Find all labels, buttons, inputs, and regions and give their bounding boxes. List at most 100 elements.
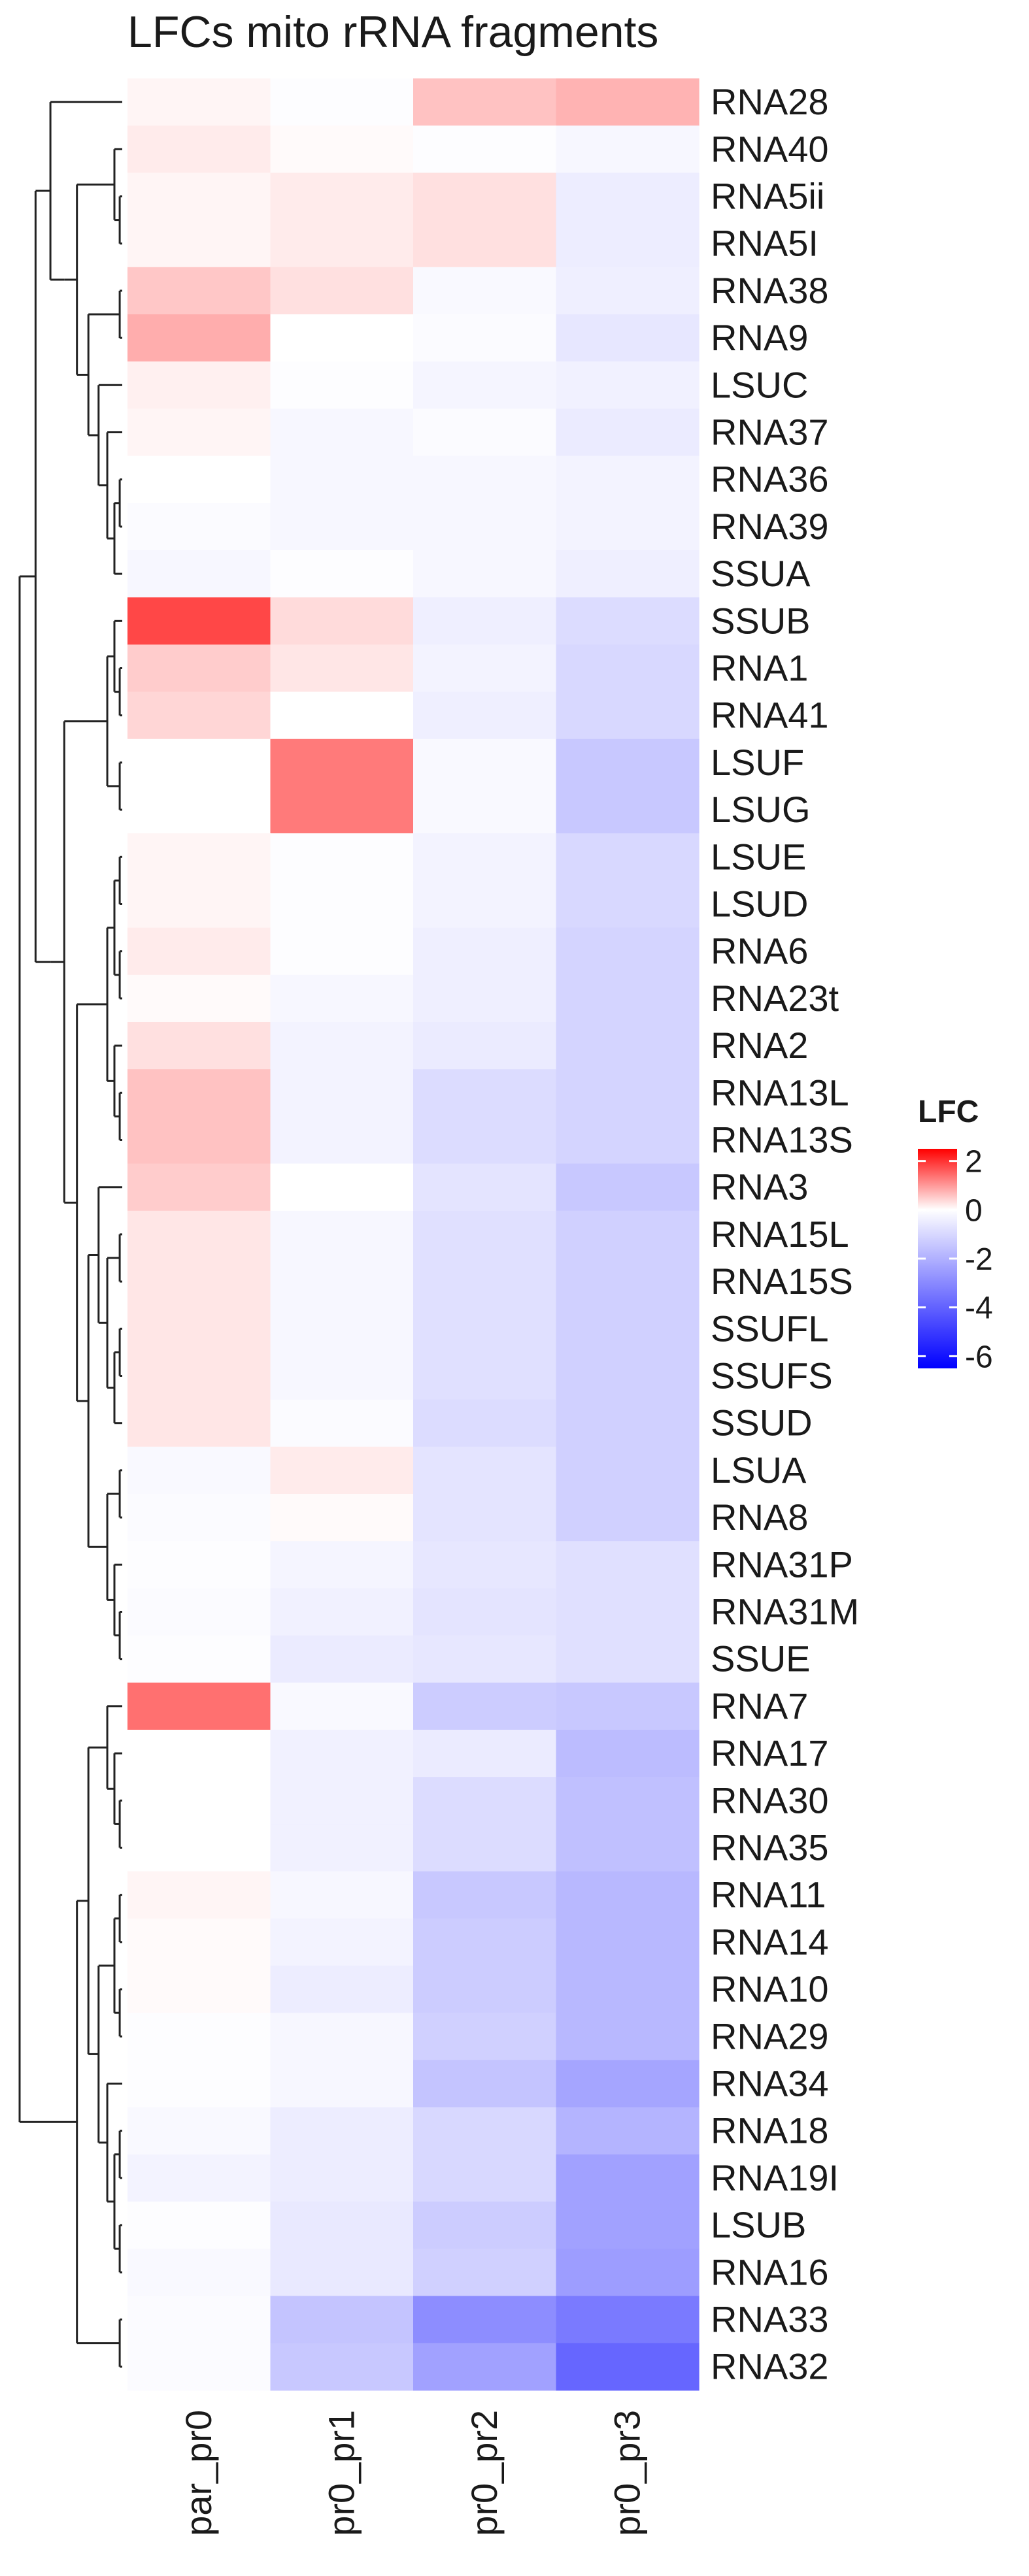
heatmap-cell-rna19i-pr0-pr1	[270, 2154, 414, 2202]
row-label-rna5ii: RNA5ii	[711, 176, 824, 217]
heatmap-cell-rna29-pr0-pr3	[556, 2013, 700, 2060]
heatmap-cell-rna23t-pr0-pr1	[270, 974, 414, 1023]
heatmap-cell-rna16-par-pr0	[127, 2249, 271, 2296]
heatmap-cell-lsua-pr0-pr1	[270, 1446, 414, 1494]
heatmap-cell-lsuf-pr0-pr3	[556, 738, 700, 787]
heatmap-cell-rna14-pr0-pr1	[270, 1918, 414, 1966]
row-label-rna15l: RNA15L	[711, 1214, 849, 1255]
heatmap-cell-lsub-pr0-pr2	[413, 2202, 557, 2249]
heatmap-cell-rna5i-par-pr0	[127, 220, 271, 268]
heatmap-cell-lsug-pr0-pr2	[413, 786, 557, 834]
heatmap-cell-rna32-pr0-pr3	[556, 2343, 700, 2391]
heatmap-cell-rna7-pr0-pr1	[270, 1682, 414, 1730]
heatmap-cell-rna38-pr0-pr2	[413, 267, 557, 315]
row-label-rna2: RNA2	[711, 1025, 808, 1066]
heatmap-cell-rna5ii-pr0-pr1	[270, 173, 414, 221]
heatmap-cell-ssua-pr0-pr1	[270, 550, 414, 598]
heatmap-cell-rna36-pr0-pr3	[556, 455, 700, 504]
heatmap-cell-rna23t-pr0-pr3	[556, 974, 700, 1023]
heatmap-cell-rna37-pr0-pr2	[413, 408, 557, 457]
heatmap-cell-lsud-pr0-pr1	[270, 880, 414, 929]
heatmap-cell-ssub-pr0-pr1	[270, 597, 414, 645]
heatmap-cell-rna16-pr0-pr1	[270, 2249, 414, 2296]
heatmap-cell-lsuc-pr0-pr3	[556, 361, 700, 409]
heatmap-cell-rna5i-pr0-pr1	[270, 220, 414, 268]
row-label-rna1: RNA1	[711, 648, 808, 689]
heatmap-cell-rna5ii-par-pr0	[127, 173, 271, 221]
heatmap-cell-rna18-pr0-pr1	[270, 2107, 414, 2155]
heatmap-cell-rna8-pr0-pr3	[556, 1494, 700, 1542]
heatmap-cell-lsud-pr0-pr3	[556, 880, 700, 929]
row-label-rna17: RNA17	[711, 1732, 829, 1774]
heatmap-cell-rna7-pr0-pr3	[556, 1682, 700, 1730]
row-label-rna9: RNA9	[711, 317, 808, 358]
heatmap-cell-ssub-par-pr0	[127, 597, 271, 645]
heatmap-cell-rna13s-pr0-pr3	[556, 1116, 700, 1164]
heatmap-cell-lsug-par-pr0	[127, 786, 271, 834]
chart-title: LFCs mito rRNA fragments	[127, 7, 658, 57]
heatmap-cell-rna41-par-pr0	[127, 691, 271, 740]
heatmap-cell-rna17-pr0-pr2	[413, 1730, 557, 1777]
row-label-rna34: RNA34	[711, 2063, 829, 2104]
heatmap-cell-rna5ii-pr0-pr3	[556, 173, 700, 221]
heatmap-cell-ssua-pr0-pr3	[556, 550, 700, 598]
heatmap-cell-rna34-pr0-pr3	[556, 2060, 700, 2108]
row-label-rna19i: RNA19I	[711, 2157, 839, 2198]
row-label-lsuf: LSUF	[711, 742, 804, 783]
heatmap-cell-ssue-pr0-pr1	[270, 1635, 414, 1683]
heatmap-cell-rna33-par-pr0	[127, 2296, 271, 2344]
row-label-rna5i: RNA5I	[711, 223, 818, 264]
heatmap-cell-lsuf-pr0-pr1	[270, 738, 414, 787]
row-label-rna7: RNA7	[711, 1685, 808, 1726]
heatmap-cell-lsue-par-pr0	[127, 833, 271, 881]
heatmap-cell-rna15s-pr0-pr3	[556, 1258, 700, 1306]
row-label-rna37: RNA37	[711, 412, 829, 453]
row-label-rna28: RNA28	[711, 81, 829, 122]
column-labels: par_pr0 pr0_pr1 pr0_pr2 pr0_pr3	[178, 2410, 648, 2536]
heatmap-cell-rna28-pr0-pr2	[413, 78, 557, 126]
row-label-lsue: LSUE	[711, 836, 806, 877]
legend-tick-label: 2	[965, 1145, 983, 1180]
heatmap-cell-rna8-par-pr0	[127, 1494, 271, 1542]
heatmap-cell-rna32-pr0-pr1	[270, 2343, 414, 2391]
heatmap-cell-lsua-pr0-pr3	[556, 1446, 700, 1494]
row-label-lsub: LSUB	[711, 2204, 806, 2245]
heatmap-cell-rna19i-pr0-pr2	[413, 2154, 557, 2202]
heatmap-cell-rna31p-pr0-pr2	[413, 1541, 557, 1589]
heatmap-cell-rna18-pr0-pr2	[413, 2107, 557, 2155]
heatmap-cell-lsua-pr0-pr2	[413, 1446, 557, 1494]
heatmap-cell-ssufs-pr0-pr1	[270, 1352, 414, 1400]
heatmap-cell-rna29-pr0-pr1	[270, 2013, 414, 2060]
heatmap-cell-rna29-pr0-pr2	[413, 2013, 557, 2060]
heatmap-cell-ssub-pr0-pr2	[413, 597, 557, 645]
heatmap-cell-rna40-pr0-pr1	[270, 125, 414, 173]
row-label-lsuc: LSUC	[711, 364, 808, 405]
heatmap-cell-rna1-pr0-pr1	[270, 644, 414, 693]
heatmap-cell-rna9-par-pr0	[127, 314, 271, 362]
heatmap-cell-rna31m-pr0-pr1	[270, 1588, 414, 1636]
heatmap-cell-lsue-pr0-pr3	[556, 833, 700, 881]
heatmap-cell-rna35-pr0-pr1	[270, 1824, 414, 1872]
column-label-par-pr0: par_pr0	[178, 2410, 219, 2536]
heatmap-cell-rna28-pr0-pr1	[270, 78, 414, 126]
heatmap-cell-rna34-pr0-pr1	[270, 2060, 414, 2108]
heatmap-cell-rna31p-pr0-pr3	[556, 1541, 700, 1589]
heatmap-cell-rna1-par-pr0	[127, 644, 271, 693]
heatmap-cell-rna28-par-pr0	[127, 78, 271, 126]
heatmap-cell-lsuc-pr0-pr2	[413, 361, 557, 409]
heatmap-cell-rna23t-pr0-pr2	[413, 974, 557, 1023]
heatmap-cell-rna16-pr0-pr3	[556, 2249, 700, 2296]
heatmap-cell-ssua-pr0-pr2	[413, 550, 557, 598]
heatmap-cell-rna1-pr0-pr3	[556, 644, 700, 693]
heatmap-cell-rna38-par-pr0	[127, 267, 271, 315]
heatmap-cell-ssud-pr0-pr1	[270, 1399, 414, 1447]
color-legend: LFC 2 0 -2 -4 -6	[918, 1095, 993, 1374]
heatmap-cell-rna17-pr0-pr3	[556, 1730, 700, 1777]
row-label-ssud: SSUD	[711, 1402, 813, 1444]
heatmap-cell-rna2-pr0-pr3	[556, 1022, 700, 1070]
heatmap-cell-rna17-par-pr0	[127, 1730, 271, 1777]
heatmap-cell-rna11-pr0-pr3	[556, 1871, 700, 1919]
heatmap-cell-rna7-par-pr0	[127, 1682, 271, 1730]
heatmap-cell-rna16-pr0-pr2	[413, 2249, 557, 2296]
heatmap-cell-rna30-pr0-pr2	[413, 1777, 557, 1825]
